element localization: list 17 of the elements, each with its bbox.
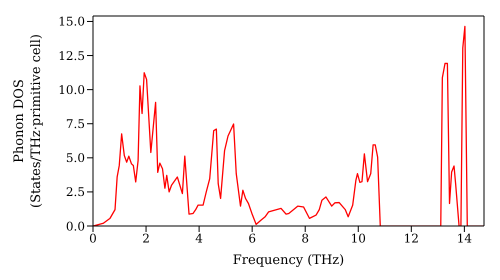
x-axis-title: Frequency (THz) — [232, 253, 344, 268]
x-tick-label: 0 — [89, 232, 97, 246]
y-tick-label: 5.0 — [66, 151, 85, 166]
x-tick-label: 6 — [248, 232, 256, 246]
y-tick-label: 2.5 — [66, 185, 85, 200]
y-tick-label: 12.5 — [58, 48, 85, 63]
x-tick-label: 12 — [404, 232, 419, 246]
y-axis-title: Phonon DOS (States/THz·primitive cell) — [12, 34, 44, 208]
y-tick-label: 15.0 — [58, 14, 85, 29]
x-tick-label: 4 — [195, 232, 204, 246]
y-tick-label: 7.5 — [66, 116, 85, 131]
x-tick-label: 10 — [350, 232, 366, 246]
y-tick-label: 0.0 — [66, 219, 85, 234]
x-tick-label: 14 — [456, 232, 472, 246]
x-tick-label: 8 — [301, 232, 310, 246]
y-tick-label: 10.0 — [58, 82, 85, 97]
x-tick-label: 2 — [142, 232, 150, 246]
